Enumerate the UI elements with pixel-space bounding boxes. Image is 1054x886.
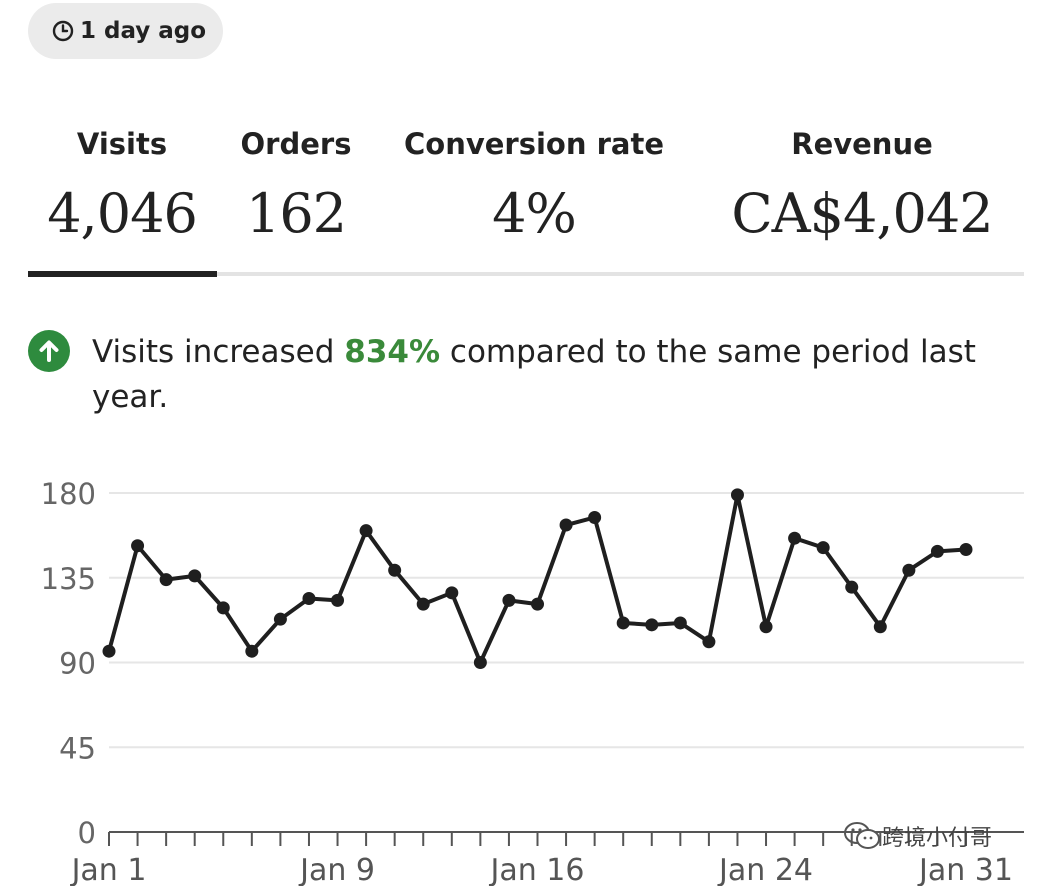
data-point [788,531,802,545]
data-point [559,518,573,532]
insight-text: Visits increased 834% compared to the sa… [92,330,1018,420]
data-point [359,524,373,538]
x-tick-label: Jan 16 [489,853,585,886]
stat-label-conversion-rate: Conversion rate [404,127,664,161]
insight-message: Visits increased 834% compared to the sa… [28,330,1018,420]
y-tick-label: 135 [41,562,96,596]
data-point [216,601,230,615]
data-point [645,618,659,632]
data-point [445,586,459,600]
data-point [930,544,944,558]
data-point [845,580,859,594]
stat-value-revenue: CA$4,042 [731,182,993,245]
data-point [159,573,173,587]
y-tick-label: 180 [41,477,96,511]
tab-track [28,272,1024,276]
stat-value-conversion-rate: 4% [492,182,577,245]
data-point [531,597,544,611]
data-point [588,510,602,524]
x-tick-label: Jan 31 [917,853,1013,886]
clock-icon [52,20,74,42]
arrow-up-circle-icon [28,330,70,372]
x-tick-label: Jan 24 [717,853,813,886]
visits-line-chart: 0 45 90 135 180 Jan 1 Jan 9 Jan 16 Jan 24 Jan 31 [41,477,1024,886]
timestamp-text: 1 day ago [80,18,207,44]
stat-label-orders: Orders [240,127,352,161]
data-point [902,563,916,577]
y-tick-label: 45 [59,731,96,765]
data-point [131,539,145,553]
data-point [616,616,630,630]
stat-label-revenue: Revenue [791,127,933,161]
data-point [388,563,402,577]
watermark: 跨境小付哥 [842,820,992,852]
y-tick-label: 90 [59,647,96,681]
data-point [188,569,202,583]
insight-prefix: Visits increased [92,334,345,370]
stat-value-orders: 162 [245,182,347,245]
data-point [502,593,516,607]
timestamp-badge: 1 day ago [28,3,223,59]
data-point [673,616,687,630]
wechat-icon [844,822,880,849]
data-point [730,488,744,502]
data-point [816,541,830,555]
stat-value-visits: 4,046 [47,182,198,245]
stat-label-visits: Visits [76,127,168,161]
data-point [702,635,716,649]
watermark-text: 跨境小付哥 [882,826,993,851]
y-tick-label: 0 [78,816,96,850]
data-point [302,591,316,605]
insight-percent: 834% [344,334,441,370]
data-point [331,593,345,607]
insight-suffix: compared to the same period last year. [92,334,976,415]
x-tick-label: Jan 9 [298,853,375,886]
data-point [416,597,430,611]
data-point [759,620,773,634]
data-point [245,644,259,658]
tab-active-indicator [28,271,217,277]
data-point [273,612,287,626]
data-point [959,543,973,556]
data-point [102,644,116,658]
data-point [873,620,887,634]
data-point [473,656,487,669]
x-tick-label: Jan 1 [70,853,147,886]
